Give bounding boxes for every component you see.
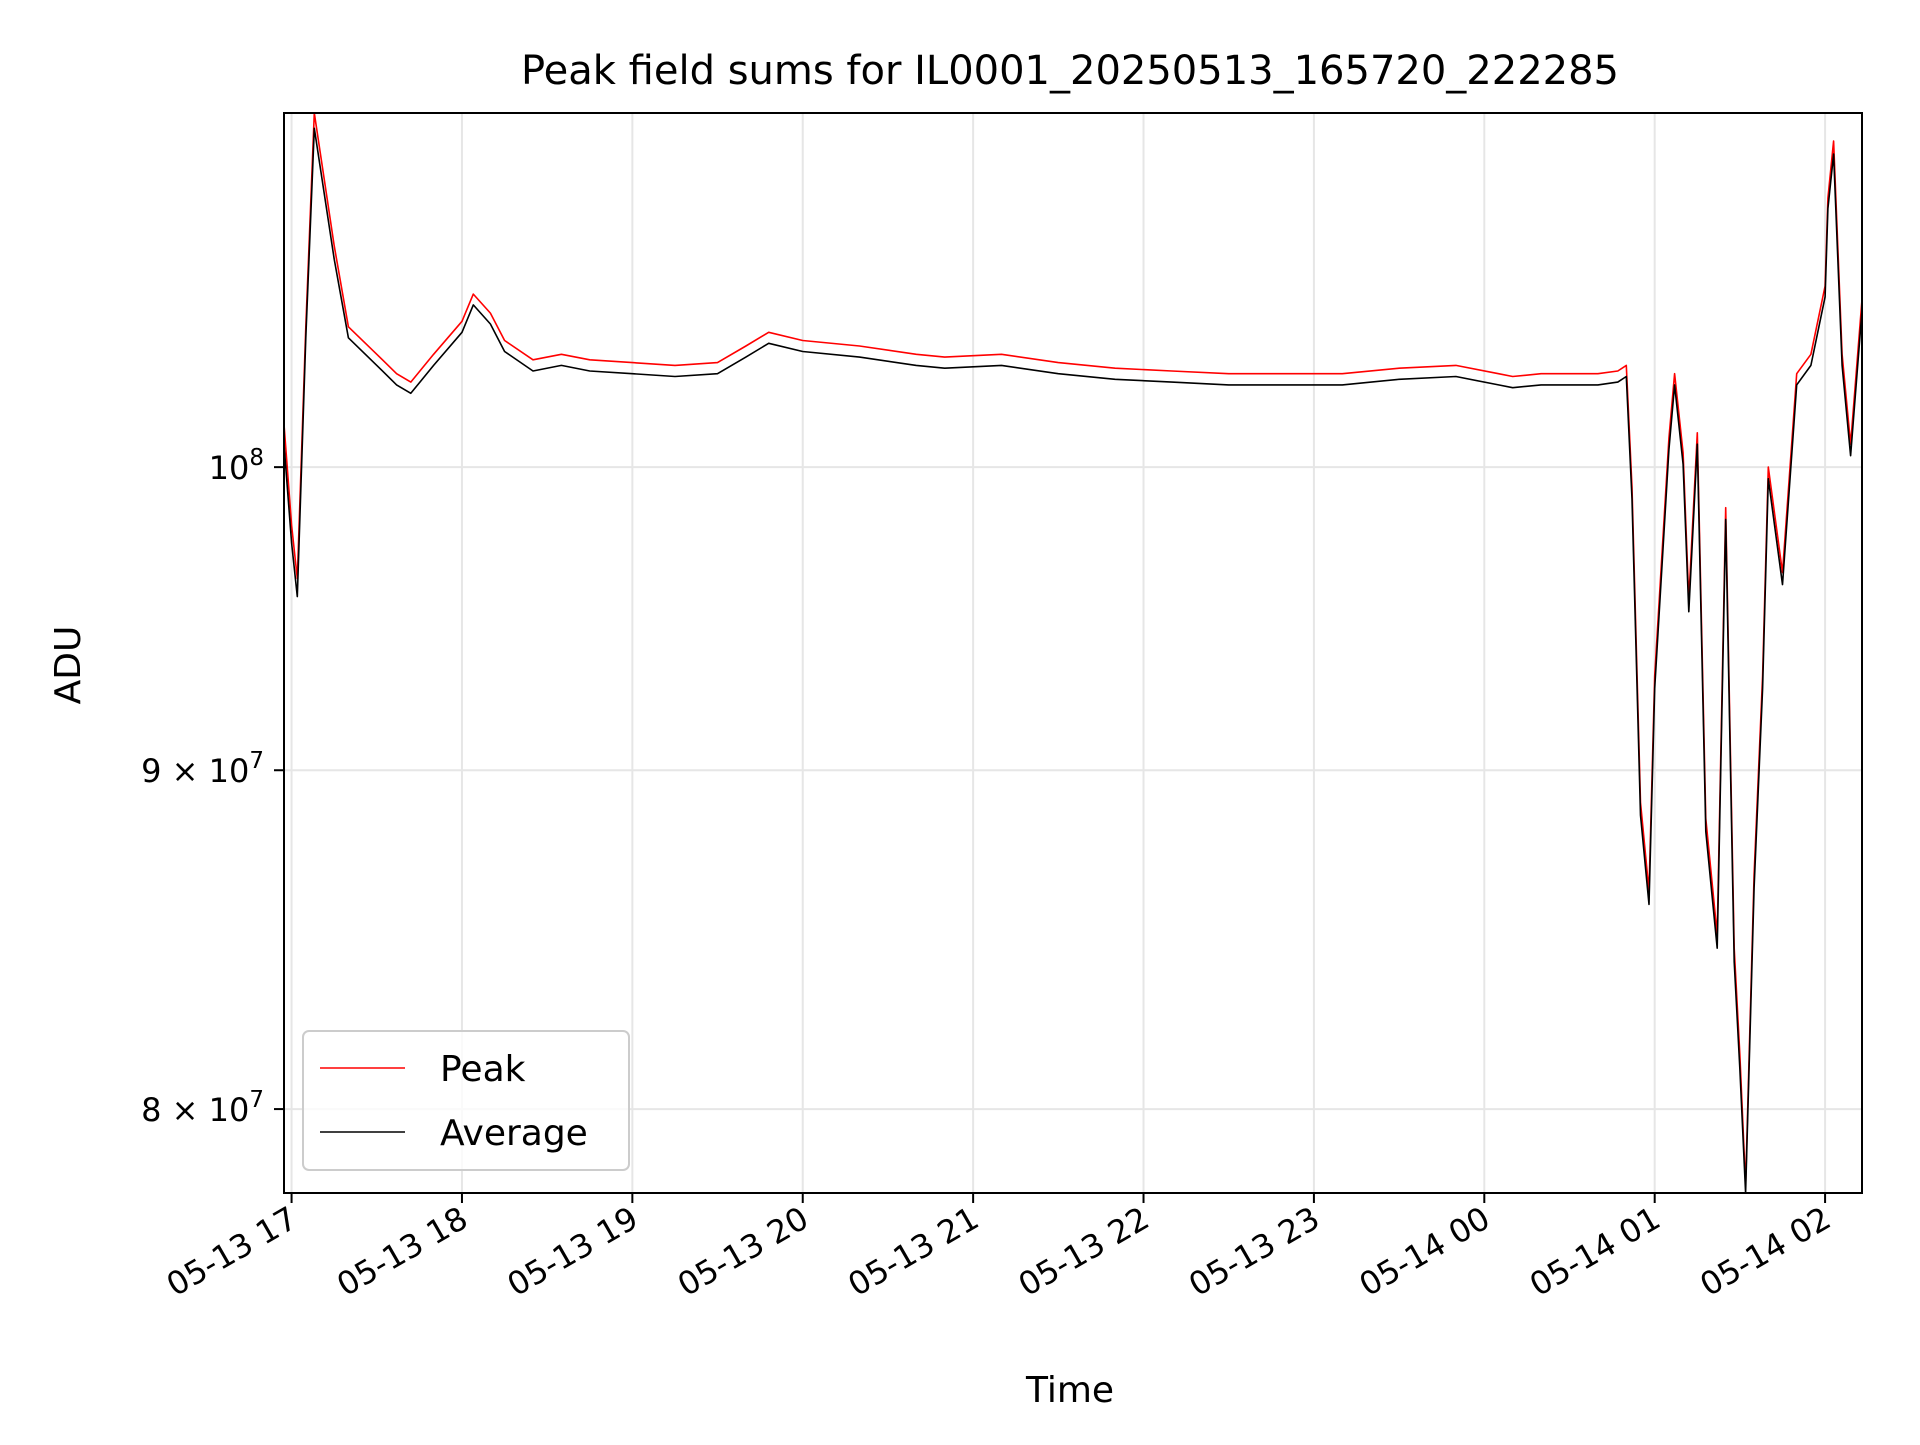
y-tick-label: 108 (209, 445, 264, 487)
grid (284, 113, 1862, 1193)
legend-average-label: Average (440, 1113, 588, 1154)
y-tick-label: 8 × 107 (141, 1087, 264, 1129)
legend-peak-label: Peak (440, 1049, 526, 1090)
legend: Peak Average (302, 1030, 630, 1171)
chart-title: Peak field sums for IL0001_20250513_1657… (521, 48, 1619, 94)
y-axis-label: ADU (48, 626, 89, 705)
series-line-average (283, 127, 1863, 1194)
series-lines (283, 112, 1863, 1194)
y-tick-label: 9 × 107 (141, 748, 264, 790)
x-axis-label: Time (1025, 1370, 1114, 1411)
plot-frame (283, 112, 1863, 1194)
legend-box (302, 1030, 630, 1171)
